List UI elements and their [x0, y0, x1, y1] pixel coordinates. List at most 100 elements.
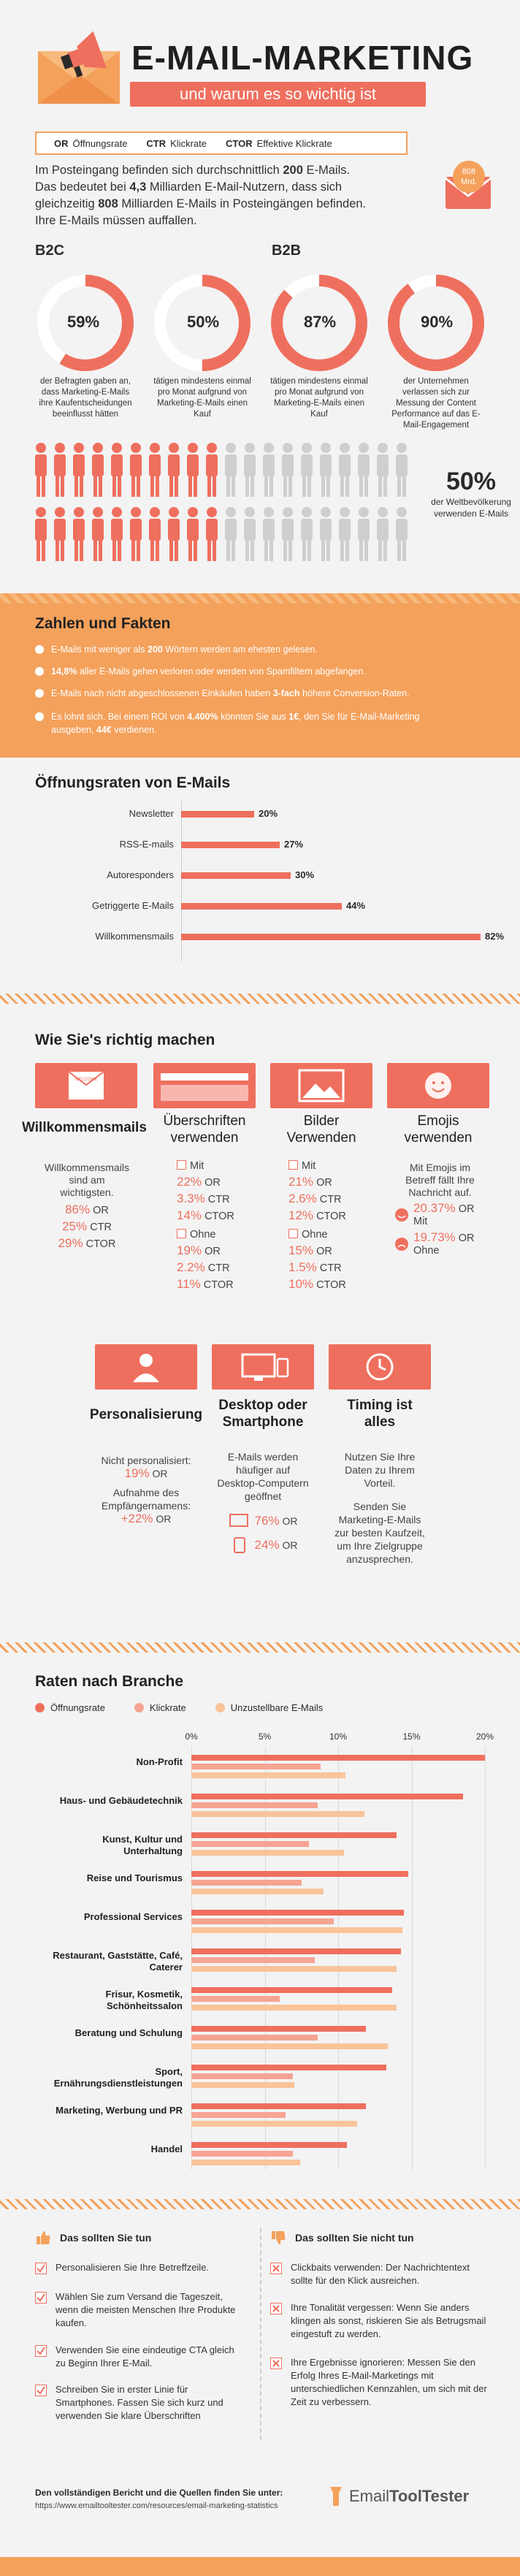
donut-arc: [271, 275, 367, 371]
b2c-heading: B2C: [35, 243, 65, 259]
person-icon: [263, 443, 275, 497]
dos-divider: [260, 2228, 261, 2440]
open-rate-category: RSS-E-mails: [119, 839, 174, 850]
branch-bar: [191, 2082, 294, 2088]
donut-arc: [388, 275, 484, 371]
branch-category: Professional Services: [83, 1911, 183, 1922]
donut-arc: [37, 275, 134, 371]
branch-bar: [191, 1764, 321, 1769]
branch-category: Sport, Ernährungsdienstleistungen: [53, 2066, 183, 2089]
emoji-stats: Mit Emojis im Betreff fällt Ihre Nachric…: [394, 1162, 486, 1257]
person-icon: [149, 507, 161, 561]
branch-bar: [191, 2005, 397, 2011]
person-icon: [54, 507, 66, 561]
sad-face-icon: [395, 1238, 408, 1251]
open-rate-category: Newsletter: [129, 808, 174, 819]
open-rate-bar: [181, 934, 481, 940]
personal-title: Personalisierung: [89, 1407, 203, 1422]
image-title: Bilder Verwenden: [286, 1113, 356, 1146]
divider-stripe-3: [0, 2199, 520, 2209]
branch-tick-label: 10%: [329, 1731, 348, 1742]
person-icon: [111, 507, 123, 561]
legend-click-rate: Klickrate: [134, 1702, 186, 1713]
open-rate-bar: [181, 811, 254, 818]
branch-bar: [191, 1996, 280, 2002]
branch-bar: [191, 1987, 393, 1993]
branch-tick-label: 5%: [258, 1731, 272, 1742]
open-rate-value: 44%: [346, 900, 366, 911]
do-item: Verwenden Sie eine eindeutige CTA gleich…: [35, 2344, 247, 2370]
legend-ctor: CTOR Effektive Klickrate: [226, 137, 332, 149]
person-icon: [73, 443, 85, 497]
branch-bar: [191, 2151, 293, 2157]
open-rate-category: Autoresponders: [107, 869, 174, 880]
person-icon: [377, 507, 389, 561]
open-rate-value: 27%: [284, 839, 304, 850]
person-icon: [35, 507, 47, 561]
open-rate-value: 82%: [485, 931, 505, 942]
howto-title: Wie Sie's richtig machen: [35, 1032, 215, 1048]
branch-category: Non-Profit: [136, 1756, 183, 1767]
legend-ctr: CTR Klickrate: [146, 137, 207, 149]
dos-header: Das sollten Sie tun: [35, 2230, 151, 2246]
person-icon: [339, 507, 351, 561]
branch-bar: [191, 1871, 409, 1877]
person-icon: [358, 443, 370, 497]
legend-open-rate: Öffnungsrate: [35, 1702, 105, 1713]
person-icon: [187, 443, 199, 497]
open-rate-category: Getriggerte E-Mails: [92, 900, 174, 911]
person-icon: [92, 443, 104, 497]
page-title: E-MAIL-MARKETING: [131, 39, 474, 77]
donut-label-50: 50%: [187, 313, 220, 331]
branch-tick-label: 0%: [185, 1731, 198, 1742]
page-subtitle: und warum es so wichtig ist: [130, 82, 426, 107]
open-rate-value: 30%: [295, 869, 315, 880]
devices-icon: [241, 1353, 289, 1381]
footer-url[interactable]: https://www.emailtooltester.com/resource…: [35, 2501, 278, 2510]
branch-bar: [191, 2026, 367, 2032]
person-icon: [358, 507, 370, 561]
legend-or: OR Öffnungsrate: [54, 137, 128, 149]
timing-card: [329, 1344, 431, 1390]
branch-bar: [191, 1850, 345, 1856]
footer-text: Den vollständigen Bericht und die Quelle…: [35, 2488, 283, 2498]
timing-title: Timing ist alles: [347, 1398, 413, 1430]
branch-chart: 0% 5% 10% 15% 20% Non-Profit Haus- und Gebäude…: [0, 1731, 520, 2177]
person-icon: [282, 443, 294, 497]
person-icon: [320, 507, 332, 561]
donut-arc: [154, 275, 251, 371]
person-icon: [377, 443, 389, 497]
person-icon: [320, 443, 332, 497]
branch-category: Reise und Tourismus: [86, 1872, 183, 1883]
branch-bar: [191, 2103, 367, 2109]
person-icon: [206, 507, 218, 561]
world-text: der Weltbevölkerung verwenden E-Mails: [431, 497, 511, 519]
clock-icon: [366, 1353, 394, 1381]
person-icon: [263, 507, 275, 561]
branch-bar: [191, 2043, 389, 2049]
person-icon: [54, 443, 66, 497]
branch-bar: [191, 1802, 318, 1808]
open-rate-bar: [181, 872, 291, 879]
person-icon: [168, 443, 180, 497]
smartphone-icon: [233, 1537, 245, 1553]
donut-label-90: 90%: [421, 313, 454, 331]
footer-bar: [0, 2557, 520, 2576]
branch-category: Handel: [150, 2144, 183, 2154]
image-stats: Mit 21% OR 2.6% CTR 12% CTOR Ohne 15% OR…: [288, 1160, 346, 1291]
branch-category: Frisur, Kosmetik, Schönheitssalon: [105, 1989, 183, 2011]
person-icon: [301, 507, 313, 561]
emoji-card: [387, 1063, 489, 1108]
do-item: Wählen Sie zum Versand die Tageszeit, we…: [35, 2290, 247, 2330]
branch-bar: [191, 1772, 346, 1778]
donut-text-90: der Unternehmen verlassen sich zur Messu…: [391, 377, 481, 430]
desktop-icon: [229, 1514, 248, 1527]
fact-item: E-Mails nach nicht abgeschlossenen Einkä…: [35, 688, 410, 698]
branch-bar: [191, 1755, 485, 1761]
divider-stripe: [0, 994, 520, 1004]
branch-bar: [191, 1957, 315, 1963]
branch-bar: [191, 1910, 405, 1916]
donut-charts: [37, 275, 484, 371]
personal-stats: Nicht personalisiert: 19% OR Aufnahme de…: [101, 1455, 191, 1525]
image-icon: [298, 1069, 345, 1102]
